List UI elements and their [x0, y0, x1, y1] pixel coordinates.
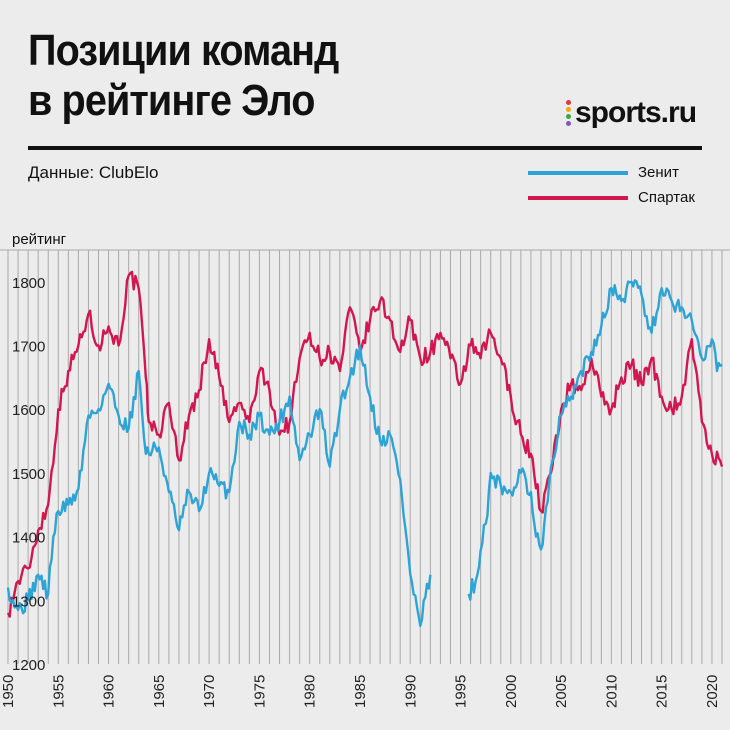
- legend-swatch-spartak: [528, 195, 628, 200]
- legend-label-spartak: Спартак: [638, 189, 695, 206]
- x-tick-label: 1955: [50, 675, 67, 708]
- y-tick-label: 1800: [12, 275, 45, 292]
- chart-grid: [0, 249, 730, 664]
- y-tick-label: 1600: [12, 402, 45, 419]
- x-tick-label: 2020: [704, 675, 721, 708]
- logo-dot: [566, 121, 571, 126]
- data-source: Данные: ClubElo: [28, 163, 159, 182]
- legend-label-zenit: Зенит: [638, 164, 679, 181]
- chart-title: Позиции команд в рейтинге Эло: [28, 26, 339, 126]
- sports-ru-logo: sports.ru: [566, 96, 697, 130]
- y-axis-ticks: 1200 1300 1400 1500 1600 1700 1800: [12, 275, 45, 674]
- x-tick-label: 2010: [603, 675, 620, 708]
- chart-series: [6, 270, 724, 627]
- logo-dot: [566, 107, 571, 112]
- x-tick-label: 1985: [352, 675, 369, 708]
- y-tick-label: 1300: [12, 593, 45, 610]
- logo-dot: [566, 114, 571, 119]
- x-tick-label: 1970: [201, 675, 218, 708]
- x-tick-label: 1965: [151, 675, 168, 708]
- series-line-spartak: [6, 270, 724, 618]
- series-line-zenit-2: [467, 279, 723, 601]
- x-tick-label: 1990: [402, 675, 419, 708]
- x-tick-label: 2005: [553, 675, 570, 708]
- x-tick-label: 1980: [302, 675, 319, 708]
- y-tick-label: 1200: [12, 657, 45, 674]
- logo-dots-icon: [566, 100, 571, 126]
- y-tick-label: 1700: [12, 339, 45, 356]
- x-tick-label: 1960: [101, 675, 118, 708]
- logo-dot: [566, 100, 571, 105]
- x-tick-label: 1975: [251, 675, 268, 708]
- title-line-1: Позиции команд: [28, 26, 339, 75]
- x-tick-label: 1995: [453, 675, 470, 708]
- series-line-zenit-1: [6, 344, 432, 627]
- y-tick-label: 1500: [12, 466, 45, 483]
- x-axis-ticks: 1950 1955 1960 1965 1970 1975 1980 1985 1990 1995…: [0, 675, 721, 708]
- y-tick-label: 1400: [12, 530, 45, 547]
- x-tick-label: 1950: [0, 675, 17, 708]
- x-tick-label: 2000: [503, 675, 520, 708]
- title-line-2: в рейтинге Эло: [28, 76, 315, 125]
- legend-item-spartak: Спартак: [528, 185, 695, 210]
- legend-item-zenit: Зенит: [528, 160, 695, 185]
- logo-text: sports.ru: [575, 96, 697, 129]
- y-axis-label: рейтинг: [12, 231, 67, 248]
- x-tick-label: 2015: [654, 675, 671, 708]
- title-divider: [28, 146, 702, 150]
- legend-swatch-zenit: [528, 170, 628, 175]
- chart-legend: Зенит Спартак: [528, 160, 695, 210]
